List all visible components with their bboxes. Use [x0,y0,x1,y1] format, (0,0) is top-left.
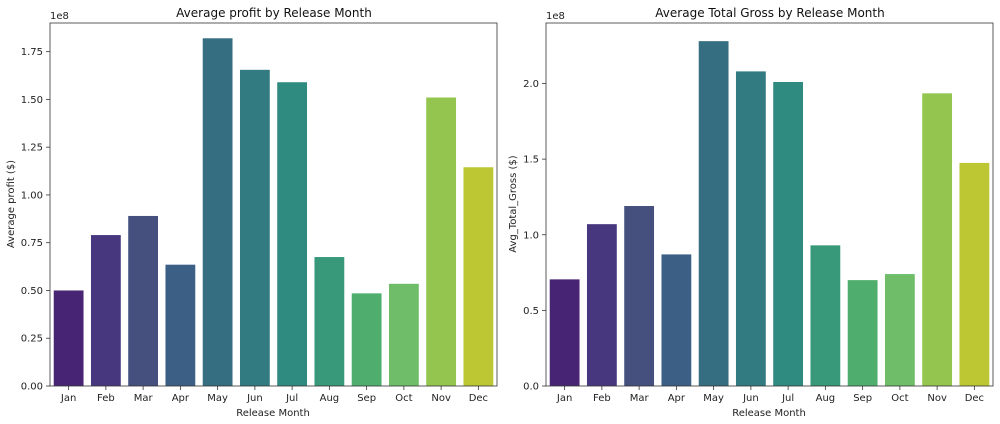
left-chart-y-tick-label: 1.50 [21,95,43,106]
right-chart-x-tick-label-jul: Jul [781,393,794,404]
right-chart-x-tick-label-aug: Aug [816,393,836,404]
right-chart-title: Average Total Gross by Release Month [655,6,884,20]
left-chart-ylabel: Average profit ($) [6,160,17,248]
left-chart-bar-sep [351,293,382,386]
right-chart-bar-oct [884,274,915,386]
right-chart-bar-jun [735,71,766,387]
right-chart-x-tick-label-sep: Sep [853,393,872,404]
left-chart-x-tick-label-may: May [207,393,228,404]
left-chart-bar-jul [277,82,308,386]
right-chart-bar-jul [773,81,804,387]
right-chart-y-axis-ticks: 0.0 0.5 1.0 1.5 2.0 [523,79,546,393]
right-chart-ylabel: Avg_Total_Gross ($) [508,155,519,252]
left-chart-x-tick-label-apr: Apr [172,393,190,404]
left-chart-bar-mar [128,215,159,386]
left-chart-x-tick-label-aug: Aug [320,393,340,404]
right-chart-x-tick-label-jan: Jan [556,393,572,404]
left-chart-title: Average profit by Release Month [176,6,372,20]
left-chart-plot-frame [49,22,498,387]
left-chart-y-tick-label: 1.25 [21,143,43,154]
right-chart-bars [549,41,990,387]
left-chart-y-axis-ticks: 0.00 0.25 0.50 0.75 1.00 1.25 1.50 1.75 [21,47,50,393]
right-chart-y-tick-label: 0.0 [523,382,539,393]
left-chart-x-tick-label-mar: Mar [134,393,154,404]
right-chart-bar-may [698,41,729,387]
left-chart-bar-aug [314,257,345,386]
left-chart-bar-nov [426,97,457,386]
left-chart-x-tick-label-sep: Sep [357,393,376,404]
right-chart-y-tick-label: 1.0 [523,230,539,241]
right-chart-bar-apr [661,254,692,386]
left-chart-x-tick-label-oct: Oct [395,393,412,404]
left-chart-x-tick-label-nov: Nov [431,393,451,404]
right-chart-bar-nov [922,93,953,386]
left-chart-x-tick-label-jul: Jul [285,393,298,404]
right-chart-xlabel: Release Month [732,408,806,419]
left-chart-y-tick-label: 0.75 [21,238,43,249]
right-chart-x-tick-label-mar: Mar [630,393,650,404]
left-chart-xlabel: Release Month [236,408,310,419]
right-chart-x-tick-label-jun: Jun [742,393,759,404]
left-chart-bar-oct [388,283,419,386]
left-chart-x-tick-label-jan: Jan [60,393,76,404]
right-chart-plot-frame [545,22,994,387]
left-chart-y-tick-label: 0.50 [21,286,43,297]
left-chart-bars [53,38,494,386]
right-chart-bar-mar [624,206,655,386]
left-chart-y-tick-label: 0.00 [21,382,43,393]
right-chart-bar-jan [549,279,580,386]
left-chart-bar-jun [239,69,270,386]
left-chart-bar-apr [165,264,196,386]
left-chart-offset-label: 1e8 [50,11,69,22]
right-chart-panel: Average Total Gross by Release Month 1e8… [508,6,994,419]
right-chart-bar-feb [586,224,617,386]
left-chart-y-tick-label: 0.25 [21,334,43,345]
right-chart-y-tick-label: 1.5 [523,155,539,166]
left-chart-panel: Average profit by Release Month 1e8 Rele… [6,6,498,419]
left-chart-x-tick-label-dec: Dec [469,393,488,404]
left-chart-bar-feb [90,235,121,386]
right-chart-bar-dec [959,162,990,386]
right-chart-x-tick-label-nov: Nov [927,393,947,404]
right-chart-x-tick-label-feb: Feb [593,393,611,404]
right-chart-x-axis-ticks: Jan Feb Mar Apr May Jun Jul Aug Sep Oct Nov Dec [556,386,984,404]
right-chart-x-tick-label-dec: Dec [965,393,984,404]
right-chart-x-tick-label-apr: Apr [668,393,686,404]
right-chart-x-tick-label-may: May [703,393,724,404]
left-chart-bar-jan [53,290,84,386]
right-chart-bar-aug [810,245,841,386]
right-chart-y-tick-label: 2.0 [523,79,539,90]
right-chart-x-tick-label-oct: Oct [891,393,908,404]
left-chart-x-tick-label-feb: Feb [97,393,115,404]
right-chart-offset-label: 1e8 [546,11,565,22]
left-chart-x-tick-label-jun: Jun [246,393,263,404]
left-chart-y-tick-label: 1.00 [21,190,43,201]
right-chart-y-tick-label: 0.5 [523,306,539,317]
left-chart-x-axis-ticks: Jan Feb Mar Apr May Jun Jul Aug Sep Oct Nov Dec [60,386,488,404]
left-chart-y-tick-label: 1.75 [21,47,43,58]
right-chart-bar-sep [847,280,878,387]
left-chart-bar-dec [463,167,494,386]
left-chart-bar-may [202,38,233,386]
